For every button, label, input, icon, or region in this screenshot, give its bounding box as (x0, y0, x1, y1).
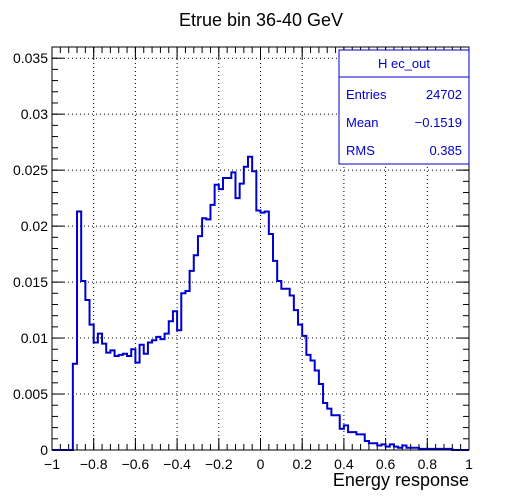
y-tick-label: 0.035 (13, 50, 48, 66)
x-tick-label: −0.8 (80, 456, 108, 472)
y-tick-label: 0.005 (13, 386, 48, 402)
x-tick-label: 0.8 (418, 456, 438, 472)
stats-box-name: H ec_out (378, 56, 430, 71)
x-tick-label: 0 (257, 456, 265, 472)
plot-frame (51, 46, 470, 451)
stats-rms-label: RMS (346, 143, 375, 158)
chart-title: Etrue bin 36-40 GeV (179, 10, 343, 30)
x-tick-label: 0.2 (292, 456, 312, 472)
stats-mean-value: −0.1519 (415, 115, 462, 130)
y-tick-label: 0 (40, 442, 48, 458)
stats-entries-label: Entries (346, 87, 387, 102)
x-axis-label: Energy response (333, 470, 469, 490)
y-tick-label: 0.03 (21, 106, 48, 122)
x-tick-label: −0.6 (122, 456, 150, 472)
x-tick-label: 1 (465, 456, 473, 472)
y-tick-label: 0.015 (13, 274, 48, 290)
histogram-series-line (52, 155, 469, 451)
x-tick-label: −0.2 (205, 456, 233, 472)
y-tick-label: 0.02 (21, 218, 48, 234)
x-tick-label: −0.4 (163, 456, 191, 472)
stats-rms-value: 0.385 (429, 143, 462, 158)
y-tick-labels: 0 0.005 0.01 0.015 0.02 0.025 0.03 0.035 (13, 50, 48, 458)
stats-entries-value: 24702 (426, 87, 462, 102)
x-tick-labels: −1 −0.8 −0.6 −0.4 −0.2 0 0.2 0.4 0.6 0.8 1 (44, 456, 473, 472)
x-tick-label: 0.4 (334, 456, 354, 472)
x-tick-label: 0.6 (376, 456, 396, 472)
y-tick-label: 0.01 (21, 330, 48, 346)
stats-box-frame (338, 49, 470, 165)
y-tick-label: 0.025 (13, 162, 48, 178)
stats-box: H ec_out Entries 24702 Mean −0.1519 RMS … (338, 49, 470, 165)
stats-mean-label: Mean (346, 115, 379, 130)
x-tick-label: −1 (44, 456, 60, 472)
